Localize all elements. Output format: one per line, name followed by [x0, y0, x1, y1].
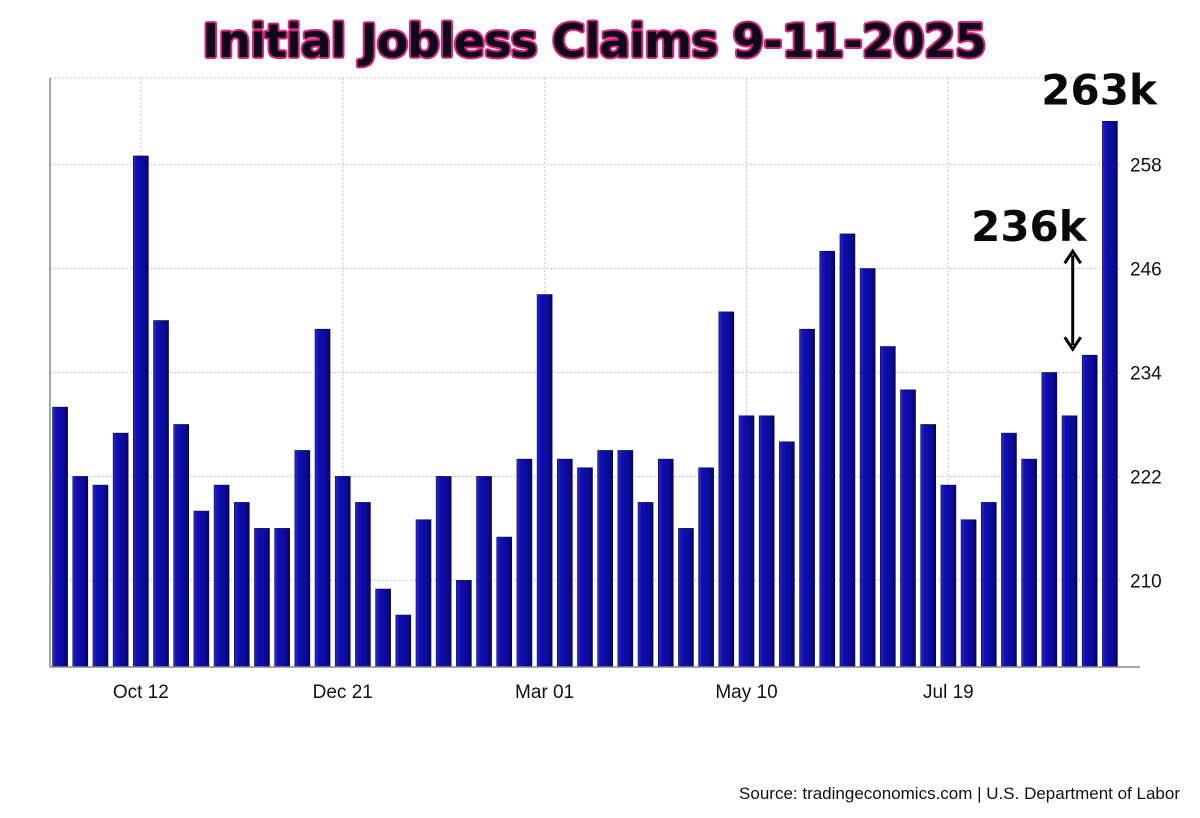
annotation-label: 236k	[971, 202, 1088, 251]
y-tick-label: 258	[1130, 156, 1162, 177]
x-tick-label: Dec 21	[313, 682, 373, 703]
source-note: Source: tradingeconomics.com | U.S. Depa…	[739, 784, 1180, 803]
bar	[496, 536, 513, 668]
bar	[577, 467, 593, 668]
bar	[758, 415, 775, 668]
bar	[557, 458, 573, 668]
bars	[52, 121, 1118, 668]
bar	[859, 268, 876, 668]
bar	[819, 250, 836, 668]
bar	[395, 614, 412, 668]
bar	[900, 389, 916, 668]
bar	[456, 580, 472, 668]
bar	[52, 406, 68, 668]
bar	[597, 450, 613, 668]
bar	[133, 155, 149, 668]
bar	[698, 467, 714, 668]
bar	[375, 588, 391, 668]
bar	[779, 441, 795, 668]
bar	[637, 502, 654, 668]
bar	[718, 311, 735, 668]
x-tick-label: Mar 01	[515, 682, 574, 703]
bar	[1061, 415, 1078, 668]
chart-title: Initial Jobless Claims 9-11-2025	[202, 14, 987, 68]
bar	[1041, 372, 1058, 668]
bar	[839, 233, 856, 668]
x-tick-label: May 10	[715, 682, 777, 703]
bar	[1102, 121, 1118, 668]
bar	[799, 328, 815, 668]
x-tick-label: Oct 12	[113, 682, 169, 703]
bar	[415, 519, 432, 668]
bar	[940, 484, 957, 668]
annotation-arrow-head-up	[1063, 248, 1082, 265]
bar	[617, 450, 634, 668]
bar	[355, 502, 371, 668]
bar	[193, 510, 210, 668]
bar	[476, 476, 492, 668]
bar	[112, 432, 129, 668]
annotation-label: 263k	[1041, 65, 1158, 114]
bar	[233, 502, 250, 668]
x-tick-label: Jul 19	[923, 682, 974, 703]
y-tick-label: 234	[1130, 364, 1162, 385]
bar	[678, 528, 694, 668]
bar	[92, 484, 109, 668]
bar	[516, 458, 533, 668]
bar	[314, 328, 331, 668]
annotations: 263k 236k	[971, 65, 1158, 352]
bar	[657, 458, 674, 668]
bar	[435, 476, 452, 668]
bar	[294, 450, 311, 668]
bar	[980, 502, 997, 668]
bar	[1081, 354, 1098, 668]
y-tick-label: 246	[1130, 260, 1162, 281]
bar	[536, 294, 553, 668]
bar	[1021, 458, 1037, 668]
bar	[153, 320, 169, 668]
bar	[334, 476, 351, 668]
y-tick-label: 222	[1130, 467, 1162, 488]
y-tick-label: 210	[1130, 571, 1162, 592]
bar	[72, 476, 89, 668]
annotation-arrow-head-down	[1063, 336, 1082, 352]
bar	[254, 528, 270, 668]
bar	[213, 484, 230, 668]
bar	[920, 424, 937, 668]
bar	[274, 528, 290, 668]
bar	[960, 519, 977, 668]
axes: 210 222 234 246 258 Oct 12 Dec 21 Mar 01 May 10 J…	[49, 78, 1162, 703]
bar	[173, 424, 190, 668]
bar	[1001, 432, 1017, 668]
bar	[880, 346, 896, 668]
bar	[738, 415, 755, 668]
